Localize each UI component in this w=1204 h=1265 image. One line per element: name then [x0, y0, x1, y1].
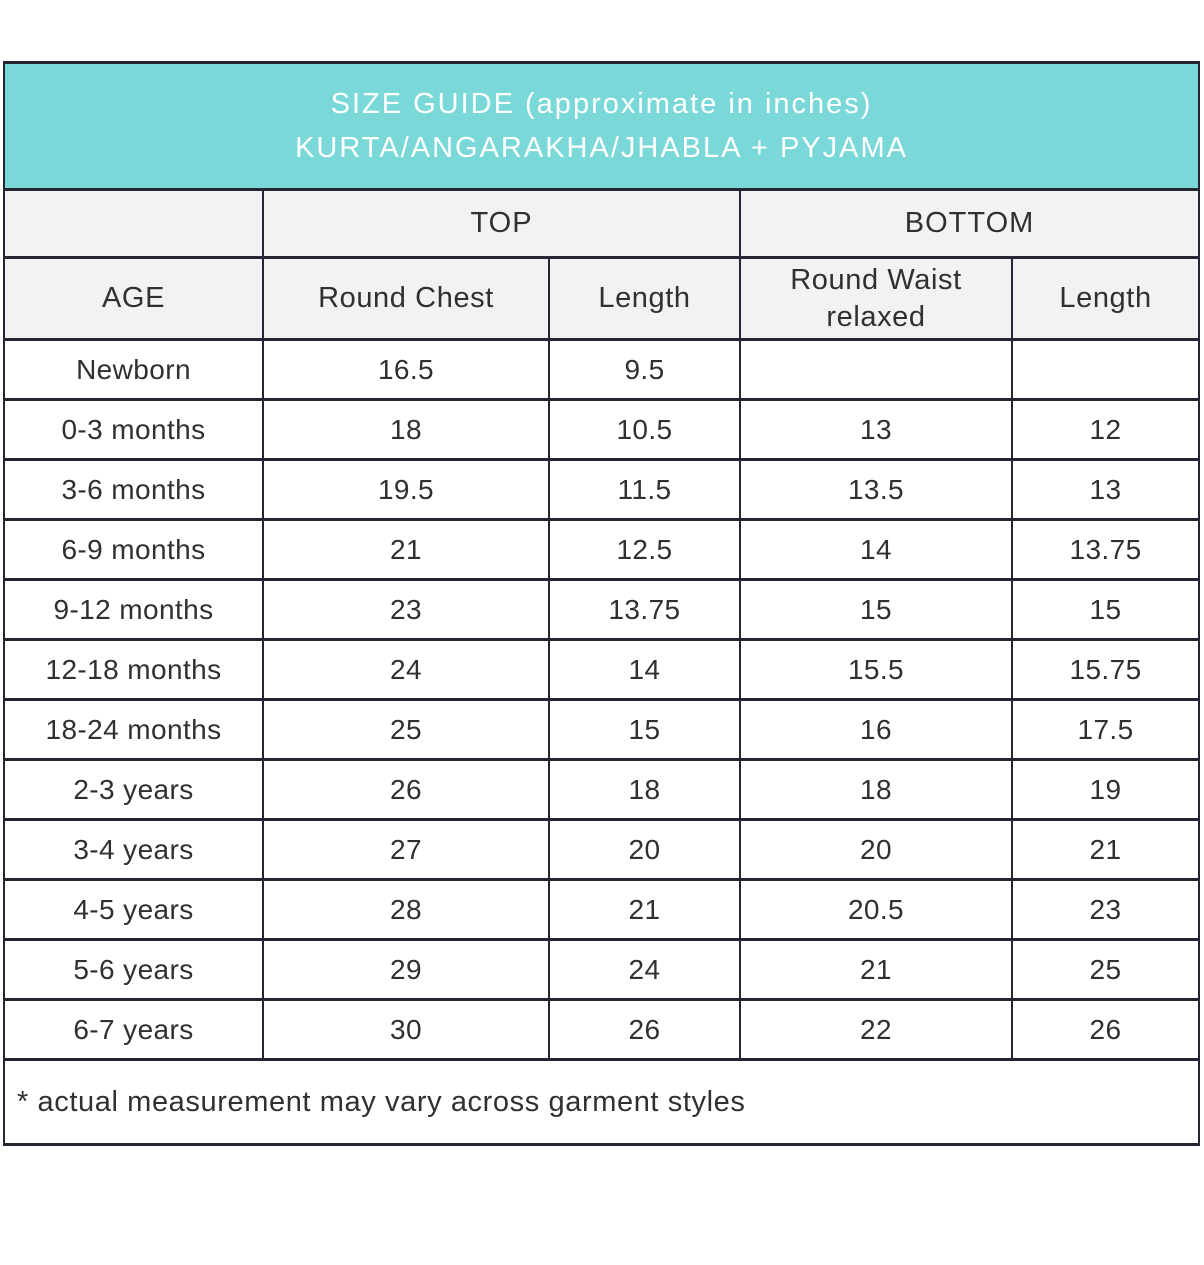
age-cell: Newborn [3, 338, 264, 401]
top-length-cell: 24 [548, 938, 741, 1001]
bottom-length-cell: 13 [1010, 458, 1201, 521]
bottom-length-cell: 12 [1010, 398, 1201, 461]
top-length-cell: 11.5 [548, 458, 741, 521]
round-waist-cell: 21 [739, 938, 1013, 1001]
round-chest-cell: 30 [262, 998, 550, 1061]
top-length-cell: 18 [548, 758, 741, 821]
footnote-row: * actual measurement may vary across gar… [2, 1058, 1201, 1146]
table-row: Newborn 16.5 9.5 [3, 338, 1201, 401]
page-subtitle: KURTA/ANGARAKHA/JHABLA + PYJAMA [295, 132, 908, 164]
age-cell: 2-3 years [3, 758, 264, 821]
age-cell: 5-6 years [3, 938, 264, 1001]
round-waist-cell: 20.5 [739, 878, 1013, 941]
column-header-bottom-length: Length [1010, 256, 1201, 341]
age-cell: 12-18 months [3, 638, 264, 701]
title-banner: SIZE GUIDE (approximate in inches) KURTA… [2, 61, 1201, 191]
bottom-length-cell: 26 [1010, 998, 1201, 1061]
bottom-length-cell: 21 [1010, 818, 1201, 881]
table-row: 3-4 years 27 20 20 21 [3, 818, 1201, 881]
banner-cell: SIZE GUIDE (approximate in inches) KURTA… [2, 61, 1201, 191]
age-cell: 4-5 years [3, 878, 264, 941]
round-chest-cell: 27 [262, 818, 550, 881]
top-length-cell: 15 [548, 698, 741, 761]
top-length-cell: 20 [548, 818, 741, 881]
age-cell: 9-12 months [3, 578, 264, 641]
round-chest-cell: 26 [262, 758, 550, 821]
age-cell: 18-24 months [3, 698, 264, 761]
bottom-length-cell: 13.75 [1010, 518, 1201, 581]
round-waist-cell: 15 [739, 578, 1013, 641]
top-length-cell: 12.5 [548, 518, 741, 581]
bottom-length-cell [1010, 338, 1201, 401]
round-waist-cell: 13.5 [739, 458, 1013, 521]
round-chest-cell: 18 [262, 398, 550, 461]
column-header-age: AGE [3, 256, 264, 341]
top-length-cell: 9.5 [548, 338, 741, 401]
bottom-length-cell: 25 [1010, 938, 1201, 1001]
round-waist-cell [739, 338, 1013, 401]
group-header-top: TOP [262, 188, 741, 259]
age-cell: 3-4 years [3, 818, 264, 881]
round-chest-cell: 29 [262, 938, 550, 1001]
round-waist-cell: 22 [739, 998, 1013, 1061]
round-chest-cell: 24 [262, 638, 550, 701]
column-header-row: AGE Round Chest Length Round Waist relax… [3, 256, 1201, 341]
round-waist-cell: 18 [739, 758, 1013, 821]
top-length-cell: 10.5 [548, 398, 741, 461]
table-row: 6-9 months 21 12.5 14 13.75 [3, 518, 1201, 581]
table-row: 18-24 months 25 15 16 17.5 [3, 698, 1201, 761]
round-waist-cell: 20 [739, 818, 1013, 881]
round-waist-cell: 15.5 [739, 638, 1013, 701]
column-header-round-chest: Round Chest [262, 256, 550, 341]
round-chest-cell: 21 [262, 518, 550, 581]
footnote: * actual measurement may vary across gar… [2, 1058, 1201, 1146]
column-header-top-length: Length [548, 256, 741, 341]
table-row: 5-6 years 29 24 21 25 [3, 938, 1201, 1001]
round-chest-cell: 28 [262, 878, 550, 941]
age-cell: 6-9 months [3, 518, 264, 581]
table-row: 12-18 months 24 14 15.5 15.75 [3, 638, 1201, 701]
bottom-length-cell: 23 [1010, 878, 1201, 941]
table-row: 2-3 years 26 18 18 19 [3, 758, 1201, 821]
table-row: 3-6 months 19.5 11.5 13.5 13 [3, 458, 1201, 521]
top-length-cell: 14 [548, 638, 741, 701]
round-chest-cell: 25 [262, 698, 550, 761]
table-row: 6-7 years 30 26 22 26 [3, 998, 1201, 1061]
age-cell: 0-3 months [3, 398, 264, 461]
bottom-length-cell: 15 [1010, 578, 1201, 641]
round-chest-cell: 19.5 [262, 458, 550, 521]
column-header-round-waist: Round Waist relaxed [739, 256, 1013, 341]
round-waist-cell: 13 [739, 398, 1013, 461]
table-row: 0-3 months 18 10.5 13 12 [3, 398, 1201, 461]
table-row: 9-12 months 23 13.75 15 15 [3, 578, 1201, 641]
size-guide-table: SIZE GUIDE (approximate in inches) KURTA… [2, 61, 1201, 1146]
empty-corner-cell [3, 188, 264, 259]
round-waist-cell: 16 [739, 698, 1013, 761]
age-cell: 6-7 years [3, 998, 264, 1061]
table-row: 4-5 years 28 21 20.5 23 [3, 878, 1201, 941]
round-waist-cell: 14 [739, 518, 1013, 581]
round-chest-cell: 16.5 [262, 338, 550, 401]
bottom-length-cell: 19 [1010, 758, 1201, 821]
page-title: SIZE GUIDE (approximate in inches) [330, 88, 873, 120]
bottom-length-cell: 15.75 [1010, 638, 1201, 701]
round-chest-cell: 23 [262, 578, 550, 641]
top-length-cell: 21 [548, 878, 741, 941]
age-cell: 3-6 months [3, 458, 264, 521]
top-length-cell: 13.75 [548, 578, 741, 641]
group-header-row: TOP BOTTOM [3, 188, 1201, 259]
bottom-length-cell: 17.5 [1010, 698, 1201, 761]
top-length-cell: 26 [548, 998, 741, 1061]
group-header-bottom: BOTTOM [738, 188, 1201, 259]
